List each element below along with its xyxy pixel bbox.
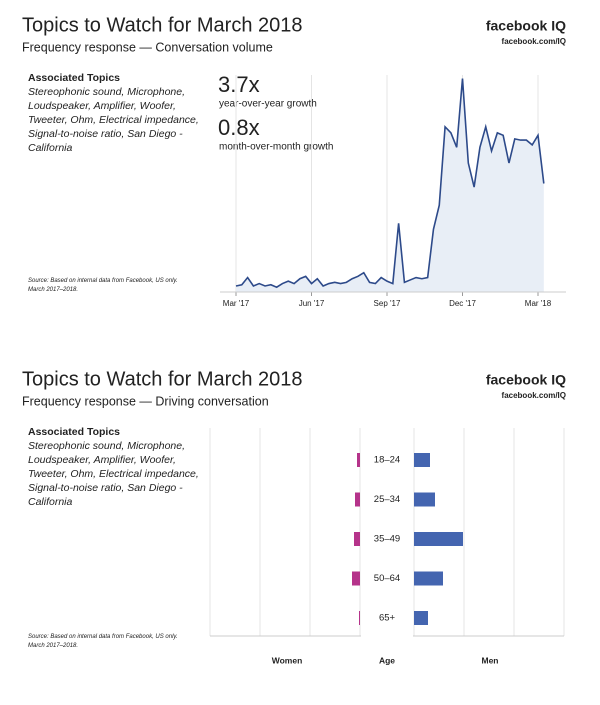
annotation-value: 0.8x xyxy=(218,115,260,140)
category-label: 50–64 xyxy=(374,573,400,584)
bar-women xyxy=(352,571,360,586)
annotation-value: 3.7x xyxy=(218,72,260,97)
area xyxy=(236,78,544,292)
bar-men xyxy=(414,611,428,625)
bar-women xyxy=(359,611,360,625)
bar-men xyxy=(414,492,435,507)
source: Source: Based on internal data from Face… xyxy=(28,278,178,293)
axis-label: Age xyxy=(379,655,395,665)
category-label: 35–49 xyxy=(374,534,400,545)
subtitle: Frequency response — Conversation volume xyxy=(22,40,273,54)
topics: Stereophonic sound, Microphone, Loudspea… xyxy=(28,440,199,508)
legend-men: Men xyxy=(482,655,499,665)
title: Topics to Watch for March 2018 xyxy=(22,368,303,390)
brand-url: facebook.com/IQ xyxy=(502,391,566,400)
line xyxy=(235,78,545,289)
annotation-label: month-over-month growth xyxy=(219,142,334,153)
topics-heading: Associated Topics xyxy=(28,426,120,438)
legend-women: Women xyxy=(272,655,303,665)
bar-women xyxy=(357,453,360,467)
bar-women xyxy=(354,532,360,546)
bar-men xyxy=(414,571,443,586)
brand: facebook IQ xyxy=(486,372,566,388)
bar-men xyxy=(414,453,430,467)
source: Source: Based on internal data from Face… xyxy=(28,634,178,649)
x-tick-label: Sep '17 xyxy=(374,299,401,308)
x-tick-label: Mar '17 xyxy=(223,299,250,308)
category-label: 65+ xyxy=(379,613,396,624)
title: Topics to Watch for March 2018 xyxy=(22,14,303,36)
category-label: 18–24 xyxy=(374,455,400,466)
annotation-label: year-over-year growth xyxy=(219,99,317,110)
brand: facebook IQ xyxy=(486,18,566,34)
topics: Stereophonic sound, Microphone, Loudspea… xyxy=(28,86,199,154)
subtitle: Frequency response — Driving conversatio… xyxy=(22,394,269,408)
center-band xyxy=(361,428,413,637)
topics-heading: Associated Topics xyxy=(28,72,120,84)
x-tick-label: Dec '17 xyxy=(449,299,476,308)
category-label: 25–34 xyxy=(374,494,400,505)
bar-men xyxy=(414,532,463,546)
bar-women xyxy=(355,492,360,507)
x-tick-label: Mar '18 xyxy=(525,299,552,308)
x-tick-label: Jun '17 xyxy=(299,299,325,308)
brand-url: facebook.com/IQ xyxy=(502,37,566,46)
